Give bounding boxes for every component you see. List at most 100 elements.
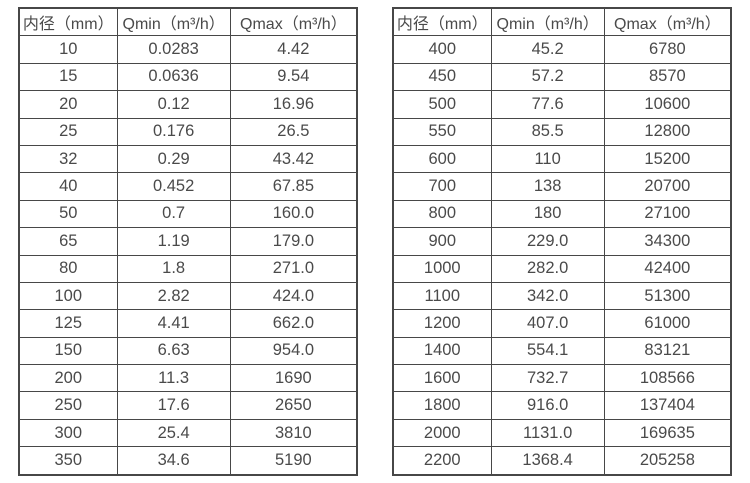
table-cell: 450 [392, 62, 492, 92]
table-cell: 34.6 [116, 446, 231, 476]
table-row: 32 0.29 43.42 [18, 144, 358, 174]
table-row: 15 0.0636 9.54 [18, 62, 358, 92]
table-cell: 700 [392, 172, 492, 201]
table-cell: 51300 [603, 281, 732, 311]
table-row: 150 6.63 954.0 [18, 336, 358, 366]
table-row: 300 25.4 3810 [18, 418, 358, 448]
table-cell: 9.54 [229, 62, 358, 92]
table-cell: 554.1 [490, 336, 605, 366]
table-cell: 137404 [603, 391, 732, 420]
table-cell: 16.96 [229, 90, 358, 119]
table-cell: 67.85 [229, 172, 358, 201]
table-cell: 169635 [603, 418, 732, 448]
table-cell: 34300 [603, 227, 732, 256]
table-row: 40 0.452 67.85 [18, 172, 358, 201]
table-cell: 0.452 [116, 172, 231, 201]
table-cell: 550 [392, 117, 492, 146]
table-cell: 179.0 [229, 227, 358, 256]
table-row: 65 1.19 179.0 [18, 227, 358, 256]
table-cell: 0.0283 [116, 35, 231, 64]
table-cell: 10 [18, 35, 118, 64]
table-cell: 83121 [603, 336, 732, 366]
table-cell: 916.0 [490, 391, 605, 420]
table-head: 内径（mm） Qmin（m³/h） Qmax（m³/h） [392, 7, 732, 37]
table-cell: 6780 [603, 35, 732, 64]
table-cell: 300 [18, 418, 118, 448]
table-cell: 271.0 [229, 254, 358, 283]
table-row: 500 77.6 10600 [392, 90, 732, 119]
table-row: 125 4.41 662.0 [18, 309, 358, 338]
table-cell: 20 [18, 90, 118, 119]
table-row: 25 0.176 26.5 [18, 117, 358, 146]
flow-spec-table-large-diameters: 内径（mm） Qmin（m³/h） Qmax（m³/h） 400 45.2 6780 45… [392, 7, 732, 476]
table-cell: 10600 [603, 90, 732, 119]
table-cell: 85.5 [490, 117, 605, 146]
table-cell: 350 [18, 446, 118, 476]
table-cell: 4.41 [116, 309, 231, 338]
table-cell: 1100 [392, 281, 492, 311]
table-cell: 0.12 [116, 90, 231, 119]
column-header: Qmax（m³/h） [603, 7, 732, 37]
table-cell: 0.176 [116, 117, 231, 146]
table-row: 900 229.0 34300 [392, 227, 732, 256]
table-cell: 15 [18, 62, 118, 92]
table-cell: 1131.0 [490, 418, 605, 448]
table-cell: 2200 [392, 446, 492, 476]
table-cell: 20700 [603, 172, 732, 201]
table-cell: 600 [392, 144, 492, 174]
table-cell: 4.42 [229, 35, 358, 64]
table-row: 350 34.6 5190 [18, 446, 358, 476]
table-cell: 61000 [603, 309, 732, 338]
table-cell: 2000 [392, 418, 492, 448]
table-row: 400 45.2 6780 [392, 35, 732, 64]
table-row: 100 2.82 424.0 [18, 281, 358, 311]
column-header: 内径（mm） [18, 7, 118, 37]
table-cell: 125 [18, 309, 118, 338]
table-cell: 250 [18, 391, 118, 420]
table-cell: 12800 [603, 117, 732, 146]
table-cell: 40 [18, 172, 118, 201]
table-row: 2000 1131.0 169635 [392, 418, 732, 448]
table-cell: 2650 [229, 391, 358, 420]
table-cell: 45.2 [490, 35, 605, 64]
table-cell: 6.63 [116, 336, 231, 366]
table-cell: 0.29 [116, 144, 231, 174]
table-cell: 282.0 [490, 254, 605, 283]
table-cell: 1400 [392, 336, 492, 366]
table-cell: 15200 [603, 144, 732, 174]
table-head: 内径（mm） Qmin（m³/h） Qmax（m³/h） [18, 7, 358, 37]
table-row: 250 17.6 2650 [18, 391, 358, 420]
table-cell: 407.0 [490, 309, 605, 338]
column-header: Qmax（m³/h） [229, 7, 358, 37]
table-cell: 1800 [392, 391, 492, 420]
table-row: 2200 1368.4 205258 [392, 446, 732, 476]
table-cell: 800 [392, 199, 492, 229]
table-row: 700 138 20700 [392, 172, 732, 201]
table-cell: 8570 [603, 62, 732, 92]
table-cell: 11.3 [116, 364, 231, 393]
table-cell: 77.6 [490, 90, 605, 119]
table-cell: 1000 [392, 254, 492, 283]
header-row: 内径（mm） Qmin（m³/h） Qmax（m³/h） [18, 7, 358, 37]
table-row: 450 57.2 8570 [392, 62, 732, 92]
flow-spec-table-small-diameters: 内径（mm） Qmin（m³/h） Qmax（m³/h） 10 0.0283 4.42 1… [18, 7, 358, 476]
table-row: 10 0.0283 4.42 [18, 35, 358, 64]
table-cell: 342.0 [490, 281, 605, 311]
header-row: 内径（mm） Qmin（m³/h） Qmax（m³/h） [392, 7, 732, 37]
table-cell: 500 [392, 90, 492, 119]
table-row: 50 0.7 160.0 [18, 199, 358, 229]
table-cell: 732.7 [490, 364, 605, 393]
table-cell: 100 [18, 281, 118, 311]
table-cell: 50 [18, 199, 118, 229]
table-row: 1600 732.7 108566 [392, 364, 732, 393]
table-cell: 180 [490, 199, 605, 229]
table-cell: 138 [490, 172, 605, 201]
table-cell: 1690 [229, 364, 358, 393]
table-row: 550 85.5 12800 [392, 117, 732, 146]
table-cell: 160.0 [229, 199, 358, 229]
table-cell: 27100 [603, 199, 732, 229]
table-cell: 43.42 [229, 144, 358, 174]
table-cell: 26.5 [229, 117, 358, 146]
table-cell: 900 [392, 227, 492, 256]
